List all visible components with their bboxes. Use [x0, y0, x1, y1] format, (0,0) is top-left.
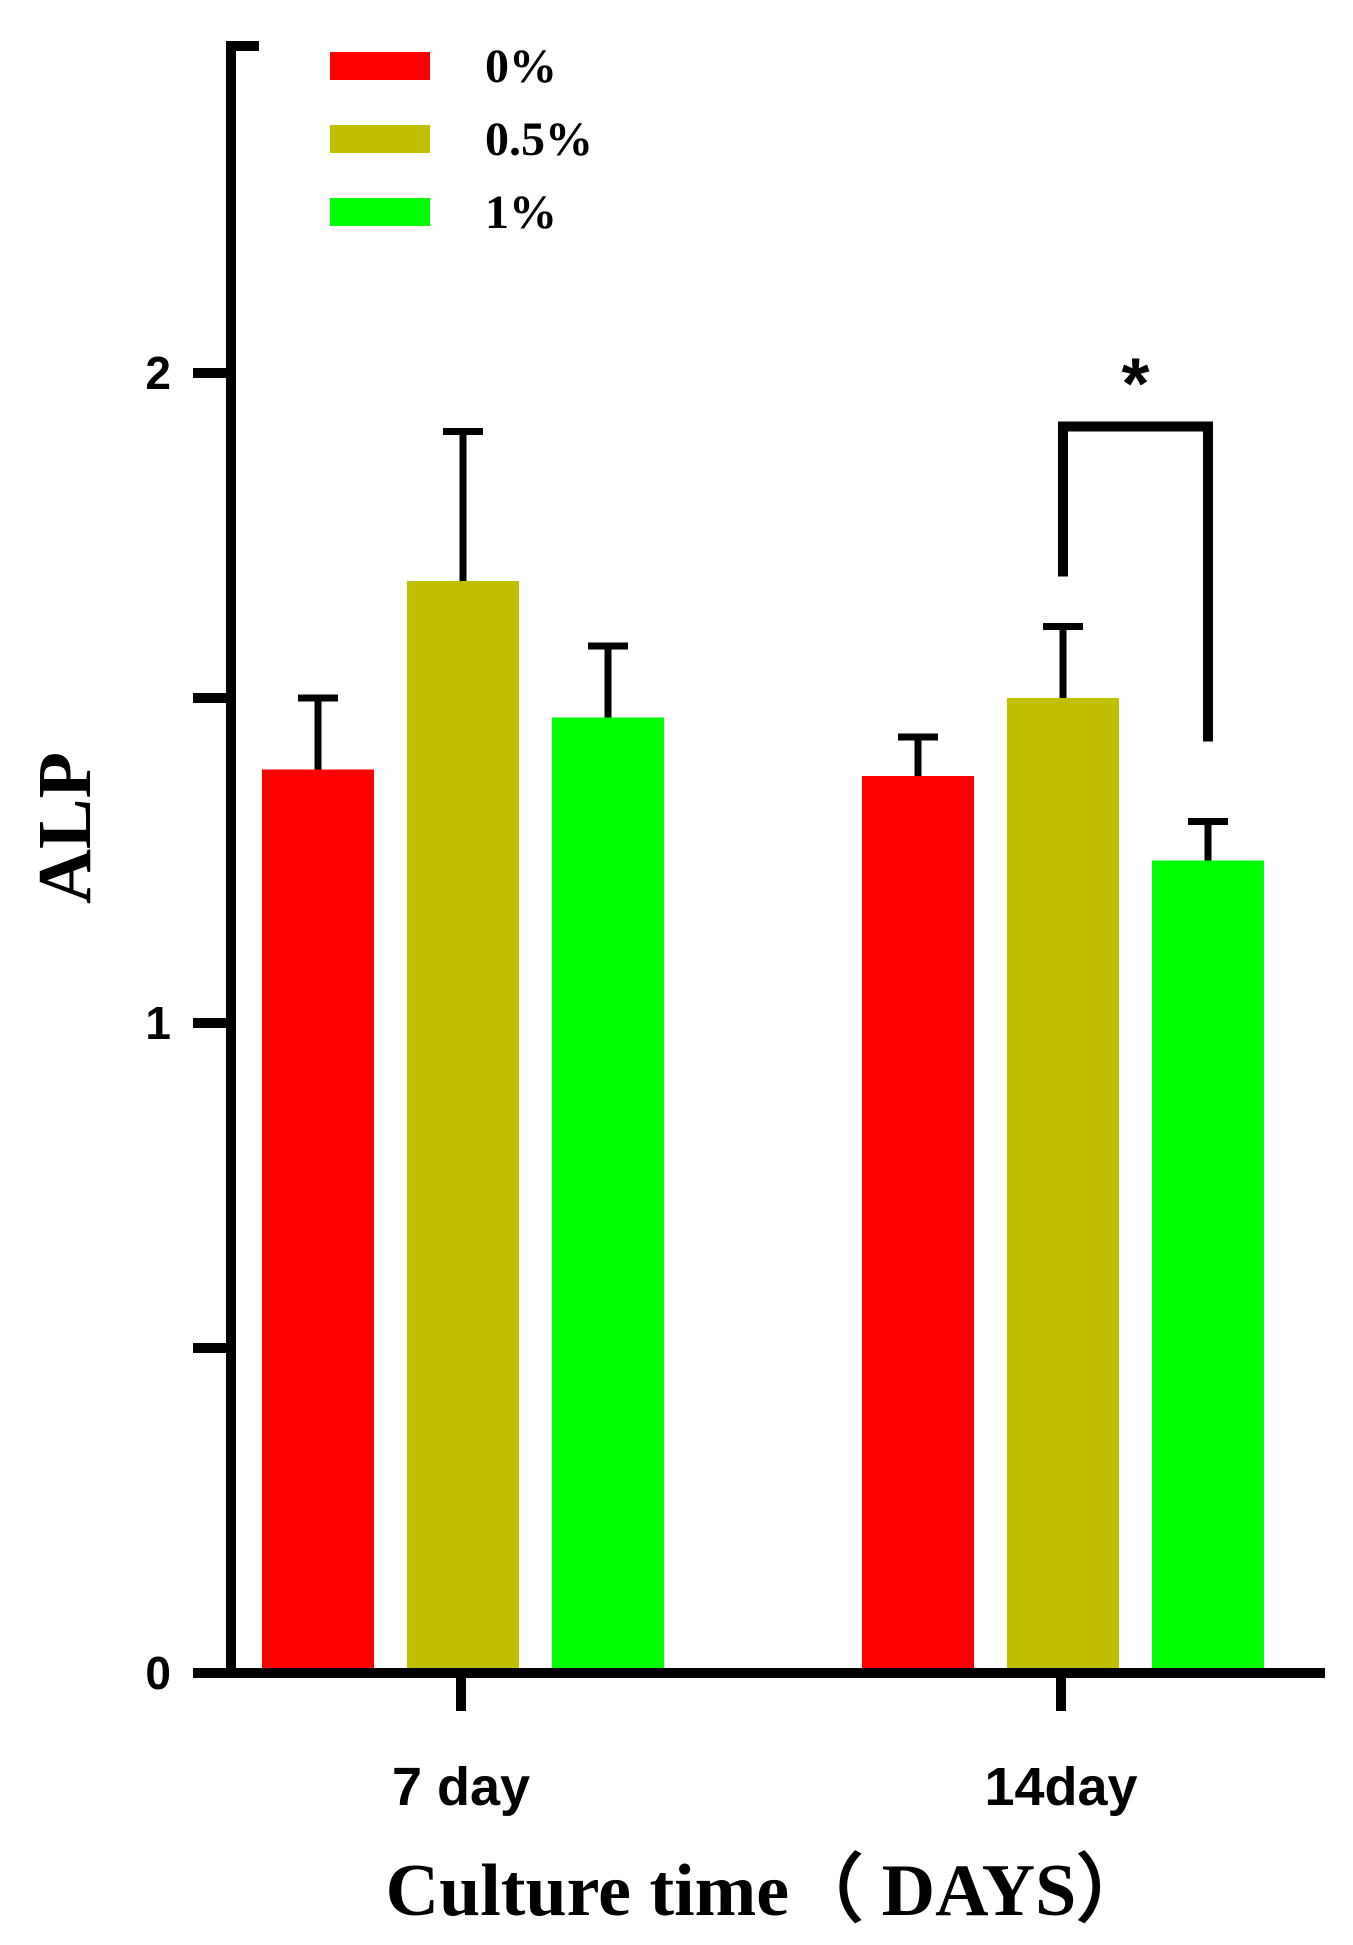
legend-swatch-0	[330, 52, 430, 80]
y-axis-title: ALP	[23, 752, 107, 904]
legend-swatch-1	[330, 198, 430, 226]
bar-0-14day	[862, 776, 974, 1673]
y-tick-label: 2	[145, 347, 171, 399]
legend-swatch-0-5	[330, 125, 430, 153]
bar-0-7-day	[262, 769, 374, 1673]
x-ticks: 7 day 14day	[392, 1673, 1138, 1817]
legend-label-0: 0%	[485, 40, 557, 93]
significance: *	[1058, 345, 1213, 742]
bar-1-7-day	[552, 717, 664, 1673]
bar-0-5-14day	[1007, 698, 1119, 1673]
axes	[226, 42, 1325, 1678]
legend-label-0-5: 0.5%	[485, 113, 593, 166]
x-tick-label-14day: 14day	[984, 1757, 1137, 1817]
bars	[262, 581, 1264, 1673]
significance-star: *	[1121, 345, 1149, 425]
x-axis-title: Culture time（ DAYS）	[386, 1850, 1151, 1932]
legend-label-1: 1%	[485, 186, 557, 239]
x-tick-label-7-day: 7 day	[392, 1757, 530, 1817]
legend: 0% 0.5% 1%	[330, 40, 593, 239]
y-tick-label: 1	[145, 997, 171, 1049]
significance-bracket	[1058, 421, 1213, 742]
bar-0-5-7-day	[407, 581, 519, 1673]
error-bars	[298, 428, 1228, 861]
y-tick-label: 0	[145, 1647, 171, 1699]
bar-1-14day	[1152, 860, 1264, 1673]
y-ticks: 0 1 2	[145, 41, 259, 1699]
